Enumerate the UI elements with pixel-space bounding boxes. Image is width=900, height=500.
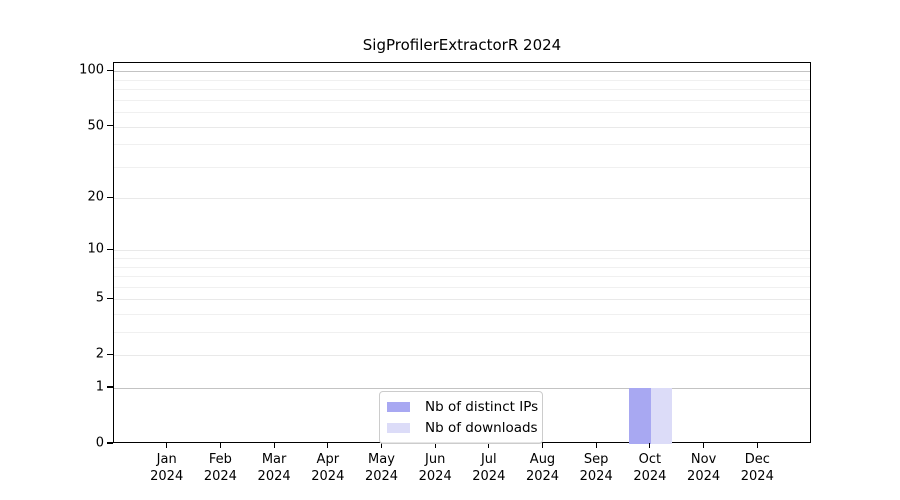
major-gridline [114,198,810,200]
x-tick-label: Nov 2024 [687,452,721,484]
x-tick-label: Dec 2024 [740,452,774,484]
plot-area: Nb of distinct IPs Nb of downloads [113,62,811,444]
x-tick-mark [434,443,436,448]
x-tick-mark [273,443,275,448]
y-tick-mark [107,442,113,444]
minor-gridline [114,286,810,288]
y-tick-label: 1 [95,379,104,395]
minor-gridline [114,276,810,278]
bar-nb-of-downloads [650,388,673,444]
x-tick-mark [219,443,221,448]
y-tick-label: 10 [87,241,104,257]
legend-swatch [387,423,410,433]
y-tick-label: 2 [95,346,104,362]
x-tick-mark [380,443,383,448]
x-tick-label: Feb 2024 [203,452,237,484]
major-gridline [114,126,810,128]
minor-gridline [114,99,810,101]
x-tick-mark [166,443,168,448]
y-tick-label: 0 [95,435,104,451]
legend-swatch [387,402,410,412]
y-tick-mark [107,69,113,71]
y-tick-label: 5 [95,290,104,306]
major-gridline [114,355,810,357]
x-tick-mark [595,443,597,448]
x-tick-label: Sep 2024 [579,452,613,484]
y-tick-label: 50 [87,118,104,133]
minor-gridline [114,314,810,315]
y-tick-label: 20 [87,189,104,205]
x-tick-label: Jun 2024 [418,452,452,484]
legend: Nb of distinct IPs Nb of downloads [379,391,543,444]
x-tick-mark [541,443,544,448]
x-tick-label: Aug 2024 [525,452,560,484]
x-tick-label: Mar 2024 [257,452,291,484]
bar-nb-of-distinct-ips [629,388,651,444]
y-tick-mark [107,386,113,388]
y-tick-label: 100 [79,62,104,78]
minor-gridline [114,166,810,168]
y-tick-mark [107,248,113,250]
y-tick-mark [107,297,113,299]
y-tick-mark [107,353,113,355]
minor-gridline [114,79,810,81]
legend-label: Nb of downloads [425,420,538,436]
minor-gridline [114,112,810,114]
minor-gridline [114,332,810,334]
x-tick-mark [327,443,329,448]
x-tick-label: Oct 2024 [633,452,667,484]
minor-gridline [114,89,810,91]
x-tick-label: May 2024 [364,452,399,484]
x-tick-mark [703,443,705,448]
minor-gridline [114,266,810,268]
x-tick-mark [649,443,651,448]
major-gridline [114,250,810,252]
x-tick-mark [488,443,490,448]
x-tick-label: Jan 2024 [150,452,184,484]
x-tick-label: Jul 2024 [472,452,506,484]
major-gridline [114,388,810,389]
minor-gridline [114,258,810,260]
legend-label: Nb of distinct IPs [425,399,539,415]
x-tick-mark [756,443,758,448]
x-tick-label: Apr 2024 [311,452,345,484]
legend-item: Nb of distinct IPs [387,399,538,415]
major-gridline [114,71,810,73]
minor-gridline [114,144,810,146]
y-tick-mark [107,124,113,127]
y-tick-mark [107,196,113,198]
major-gridline [114,299,810,301]
chart-title: SigProfilerExtractorR 2024 [362,36,562,54]
legend-item: Nb of downloads [387,420,538,436]
